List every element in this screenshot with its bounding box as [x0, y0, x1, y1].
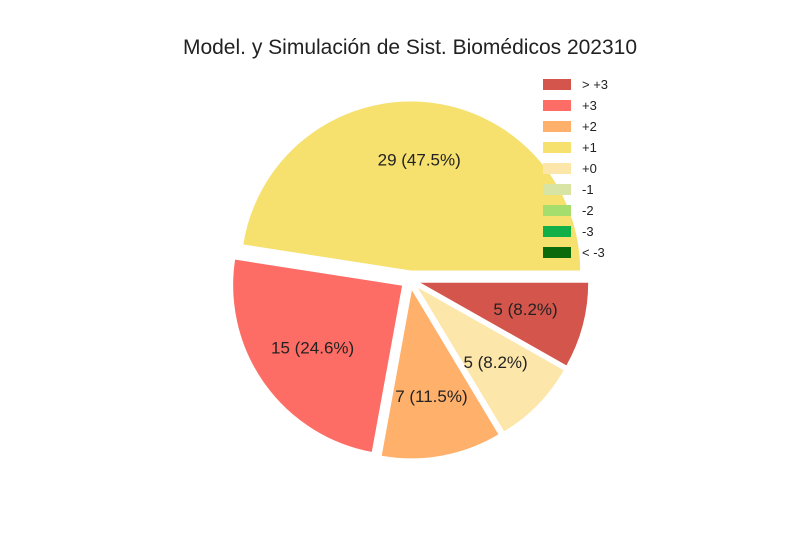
- legend-item: < -3: [543, 245, 605, 260]
- legend-swatch: [543, 247, 571, 258]
- legend-item: +0: [543, 161, 597, 176]
- slice-label: 5 (8.2%): [493, 300, 557, 319]
- legend-swatch: [543, 163, 571, 174]
- pie-slice: [415, 284, 566, 433]
- legend-label: -3: [582, 224, 594, 239]
- legend-label: -2: [582, 203, 594, 218]
- legend: > +3 +3 +2 +1 +0 -1 -2 -3 < -3: [543, 77, 608, 260]
- legend-swatch: [543, 184, 571, 195]
- legend-label: +1: [582, 140, 597, 155]
- slice-label: 15 (24.6%): [271, 339, 354, 358]
- pie-slice: [416, 281, 590, 367]
- slice-label: 7 (11.5%): [395, 387, 467, 406]
- legend-item: > +3: [543, 77, 608, 92]
- slices-layer: 5 (8.2%) 5 (8.2%) 7 (11.5%) 15 (24.6%) 29 (4…: [232, 100, 590, 460]
- legend-item: +3: [543, 98, 597, 113]
- legend-swatch: [543, 100, 571, 111]
- chart-title: Model. y Simulación de Sist. Biomédicos …: [182, 36, 638, 59]
- legend-label: -1: [582, 182, 594, 197]
- legend-label: +0: [582, 161, 597, 176]
- legend-swatch: [543, 205, 571, 216]
- pie-slice: [232, 258, 404, 454]
- legend-label: +3: [582, 98, 597, 113]
- pie-slice: [242, 100, 582, 272]
- legend-swatch: [543, 121, 571, 132]
- legend-item: -3: [543, 224, 594, 239]
- legend-item: +1: [543, 140, 597, 155]
- legend-label: < -3: [582, 245, 605, 260]
- legend-item: +2: [543, 119, 597, 134]
- slice-label: 29 (47.5%): [378, 150, 461, 169]
- legend-label: > +3: [582, 77, 608, 92]
- legend-item: -1: [543, 182, 594, 197]
- slice-label: 5 (8.2%): [463, 353, 527, 372]
- legend-label: +2: [582, 119, 597, 134]
- pie-slice: [380, 287, 500, 460]
- legend-swatch: [543, 142, 571, 153]
- legend-swatch: [543, 226, 571, 237]
- legend-swatch: [543, 79, 571, 90]
- legend-item: -2: [543, 203, 594, 218]
